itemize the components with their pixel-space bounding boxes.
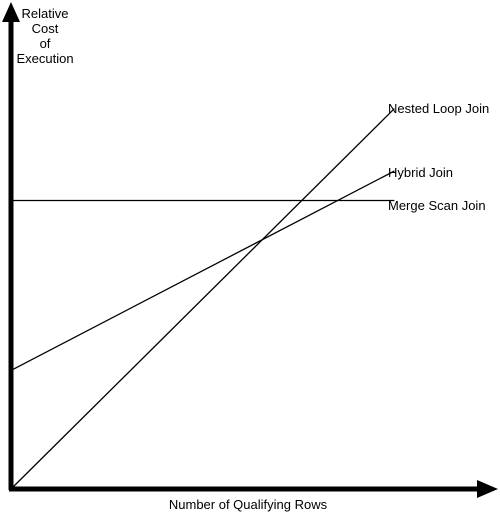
x-axis-label: Number of Qualifying Rows (169, 497, 328, 512)
x-axis-arrow (477, 480, 498, 498)
series-lines (10, 108, 395, 490)
x-axis (9, 480, 498, 498)
y-axis-label-line-1: Relative (22, 6, 69, 21)
y-axis-label-line-2: Cost (32, 21, 59, 36)
y-axis-label-line-3: of (40, 36, 51, 51)
y-axis-label-line-4: Execution (16, 51, 73, 66)
series-label-merge-scan-join: Merge Scan Join (388, 198, 486, 213)
series-label-nested-loop-join: Nested Loop Join (388, 101, 489, 116)
y-axis (2, 2, 20, 490)
series-line-nested-loop-join (10, 108, 395, 490)
series-label-hybrid-join: Hybrid Join (388, 165, 453, 180)
series-line-hybrid-join (10, 170, 395, 371)
y-axis-arrow (2, 2, 20, 22)
